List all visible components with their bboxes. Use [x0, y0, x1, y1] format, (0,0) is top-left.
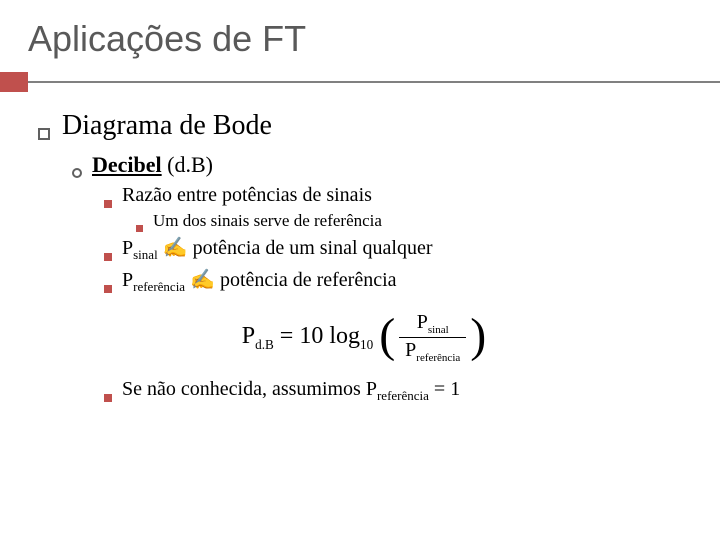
bullet-l4-umdos: Um dos sinais serve de referência	[136, 211, 690, 231]
den-sub: referência	[416, 352, 460, 364]
content-area: Diagrama de Bode Decibel (d.B) Razão ent…	[0, 92, 720, 404]
l1-text: Diagrama de Bode	[62, 110, 272, 142]
filled-square-icon	[104, 285, 112, 293]
lhs-sub: d.B	[255, 336, 274, 351]
psinal-sub: sinal	[133, 247, 158, 262]
decibel-formula: Pd.B = 10 log10 ( Psinal Preferência )	[242, 311, 487, 364]
divider-line	[28, 81, 720, 83]
filled-square-icon	[104, 394, 112, 402]
formula-container: Pd.B = 10 log10 ( Psinal Preferência )	[38, 311, 690, 364]
left-paren-icon: (	[379, 312, 395, 360]
se-1: Se não conhecida, assumimos P	[122, 378, 377, 400]
bullet-l3-pref: Preferência ✍ potência de referência	[104, 267, 690, 295]
hollow-circle-icon	[72, 168, 82, 178]
hand-icon: ✍	[185, 269, 220, 291]
psinal-rest: potência de um sinal qualquer	[193, 237, 433, 259]
num-sub: sinal	[428, 324, 449, 336]
pref-sub: referência	[133, 279, 185, 294]
se-sub: referência	[377, 388, 429, 403]
num-p: P	[417, 311, 428, 333]
bullet-l3-psinal: Psinal ✍ potência de um sinal qualquer	[104, 235, 690, 263]
l3-razao-text: Razão entre potências de sinais	[122, 184, 372, 207]
l3-psinal-text: Psinal ✍ potência de um sinal qualquer	[122, 235, 433, 263]
title-area: Aplicações de FT	[0, 0, 720, 60]
l3-se-text: Se não conhecida, assumimos Preferência …	[122, 378, 460, 404]
psinal-p: P	[122, 237, 133, 259]
bullet-l3-se: Se não conhecida, assumimos Preferência …	[104, 378, 690, 404]
pref-rest: potência de referência	[220, 269, 397, 291]
slide-title: Aplicações de FT	[28, 18, 720, 60]
hand-icon: ✍	[158, 237, 193, 259]
den-p: P	[405, 339, 416, 361]
bullet-l2-decibel: Decibel (d.B)	[72, 152, 690, 178]
l2-text: Decibel (d.B)	[92, 152, 213, 178]
coef: 10 log	[299, 323, 360, 349]
pref-p: P	[122, 269, 133, 291]
lhs-p: P	[242, 323, 255, 349]
accent-box	[0, 72, 28, 92]
se-2: = 1	[429, 378, 460, 400]
logbase: 10	[360, 336, 373, 351]
fraction: Psinal Preferência	[399, 311, 466, 364]
l4-umdos-text: Um dos sinais serve de referência	[153, 211, 382, 231]
l2-decibel-rest: (d.B)	[162, 152, 213, 177]
fraction-numerator: Psinal	[411, 311, 455, 337]
title-divider	[0, 72, 720, 92]
l2-decibel-bold: Decibel	[92, 152, 162, 177]
filled-square-icon	[104, 200, 112, 208]
filled-square-icon	[136, 225, 143, 232]
right-paren-icon: )	[470, 312, 486, 360]
formula-lhs: Pd.B = 10 log10	[242, 323, 373, 353]
filled-square-icon	[104, 253, 112, 261]
hollow-square-icon	[38, 128, 50, 140]
eq-sign: =	[274, 323, 300, 349]
l3-pref-text: Preferência ✍ potência de referência	[122, 267, 397, 295]
fraction-denominator: Preferência	[399, 337, 466, 364]
bullet-l1-diagrama: Diagrama de Bode	[38, 110, 690, 142]
bullet-l3-razao: Razão entre potências de sinais	[104, 184, 690, 207]
